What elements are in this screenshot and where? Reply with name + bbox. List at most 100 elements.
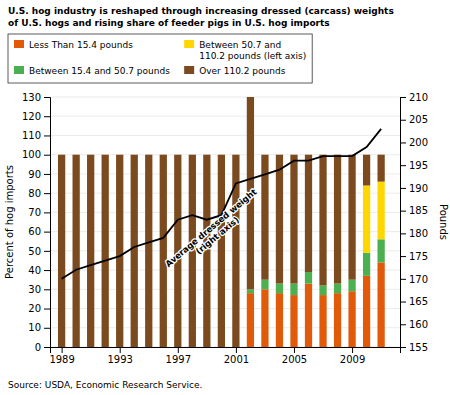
tick: 110	[22, 130, 50, 141]
bar	[319, 155, 326, 286]
tick: 100	[22, 149, 50, 160]
bar	[363, 185, 370, 252]
tick-label: 80	[28, 188, 41, 199]
tick-mark	[44, 270, 50, 271]
y-axis: 0102030405060708090100110120130	[22, 92, 51, 353]
bar	[377, 239, 384, 262]
tick-mark	[62, 347, 63, 353]
bar	[363, 253, 370, 276]
tick: 1997	[166, 347, 191, 365]
bar	[305, 272, 312, 284]
bar	[131, 155, 138, 347]
bar	[261, 289, 268, 347]
tick-mark	[44, 251, 50, 252]
bar	[290, 284, 297, 296]
tick: 160	[400, 319, 428, 330]
bar	[290, 295, 297, 347]
tick-mark	[44, 347, 50, 348]
tick-mark	[400, 120, 406, 121]
tick-label: 165	[409, 296, 428, 307]
tick-label: 1989	[49, 354, 74, 365]
bar	[247, 293, 254, 347]
line	[62, 129, 382, 279]
tick-mark	[44, 155, 50, 156]
legend-swatch	[184, 66, 194, 74]
legend: Less Than 15.4 pounds Between 15.4 and 50…	[8, 34, 312, 83]
tick: 190	[400, 183, 428, 194]
bar	[87, 155, 94, 347]
bar	[261, 280, 268, 290]
chart: U.S. hog industry is reshaped through in…	[0, 0, 450, 395]
tick: 50	[28, 246, 50, 257]
tick-label: 120	[22, 111, 41, 122]
bar	[73, 155, 80, 347]
tick: 185	[400, 205, 428, 216]
legend-label: Less Than 15.4 pounds	[29, 40, 133, 50]
tick-label: 155	[409, 342, 428, 353]
tick-label: 180	[409, 228, 428, 239]
tick-mark	[400, 233, 406, 234]
x-axis: 198919931997200120052009	[49, 347, 400, 365]
bar	[247, 289, 254, 293]
tick: 205	[400, 114, 428, 125]
tick-mark	[294, 347, 295, 353]
tick-label: 170	[409, 274, 428, 285]
bar	[363, 276, 370, 347]
tick-label: 175	[409, 251, 428, 262]
tick: 90	[28, 169, 50, 180]
bar	[348, 291, 355, 347]
tick-mark	[178, 347, 179, 353]
tick-mark	[400, 211, 406, 212]
tick-mark	[400, 97, 406, 98]
subtitle: of U.S. hogs and rising share of feeder …	[8, 18, 330, 28]
tick-label: 205	[409, 114, 428, 125]
bar	[377, 182, 384, 240]
tick: 80	[28, 188, 50, 199]
bar	[116, 155, 123, 347]
tick-mark	[44, 97, 50, 98]
bar	[334, 284, 341, 294]
legend-label: Between 15.4 and 50.7 pounds	[29, 66, 170, 76]
text-line: (right axis)	[194, 214, 241, 256]
tick: 60	[28, 226, 50, 237]
tick-label: 10	[28, 322, 41, 333]
legend-item: Less Than 15.4 pounds	[14, 40, 133, 50]
tick-label: 2009	[340, 354, 365, 365]
tick-mark	[44, 309, 50, 310]
grid-line	[50, 116, 400, 117]
tick-mark	[120, 347, 121, 353]
tick: 10	[28, 322, 50, 333]
tick: 155	[400, 342, 428, 353]
bar	[276, 293, 283, 347]
tick-mark	[400, 188, 406, 189]
tick: 20	[28, 303, 50, 314]
tick: 175	[400, 251, 428, 262]
tick: 0	[35, 342, 50, 353]
plot: 1989199319972001200520090102030405060708…	[22, 92, 428, 365]
legend-frame	[8, 34, 312, 83]
bar	[348, 280, 355, 292]
title: U.S. hog industry is reshaped through in…	[8, 6, 394, 16]
tick: 30	[28, 284, 50, 295]
legend-label: Over 110.2 pounds	[199, 66, 285, 76]
tick-mark	[44, 193, 50, 194]
marks	[58, 97, 385, 347]
tick: 1993	[107, 347, 132, 365]
bar-series	[58, 97, 385, 347]
bar	[334, 293, 341, 347]
tick-label: 20	[28, 303, 41, 314]
text-line: Between 15.4 and 50.7 pounds	[29, 66, 170, 76]
tick-label: 185	[409, 205, 428, 216]
bar	[334, 155, 341, 284]
legend-swatch	[184, 40, 194, 48]
bar	[218, 155, 225, 347]
tick-label: 100	[22, 149, 41, 160]
grid	[50, 97, 400, 347]
tick-label: 0	[35, 342, 41, 353]
text-line: 110.2 pounds (left axis)	[199, 51, 306, 61]
bar	[363, 155, 370, 186]
tick: 70	[28, 207, 50, 218]
text-line: Over 110.2 pounds	[199, 66, 285, 76]
tick-mark	[400, 324, 406, 325]
tick-label: 60	[28, 226, 41, 237]
